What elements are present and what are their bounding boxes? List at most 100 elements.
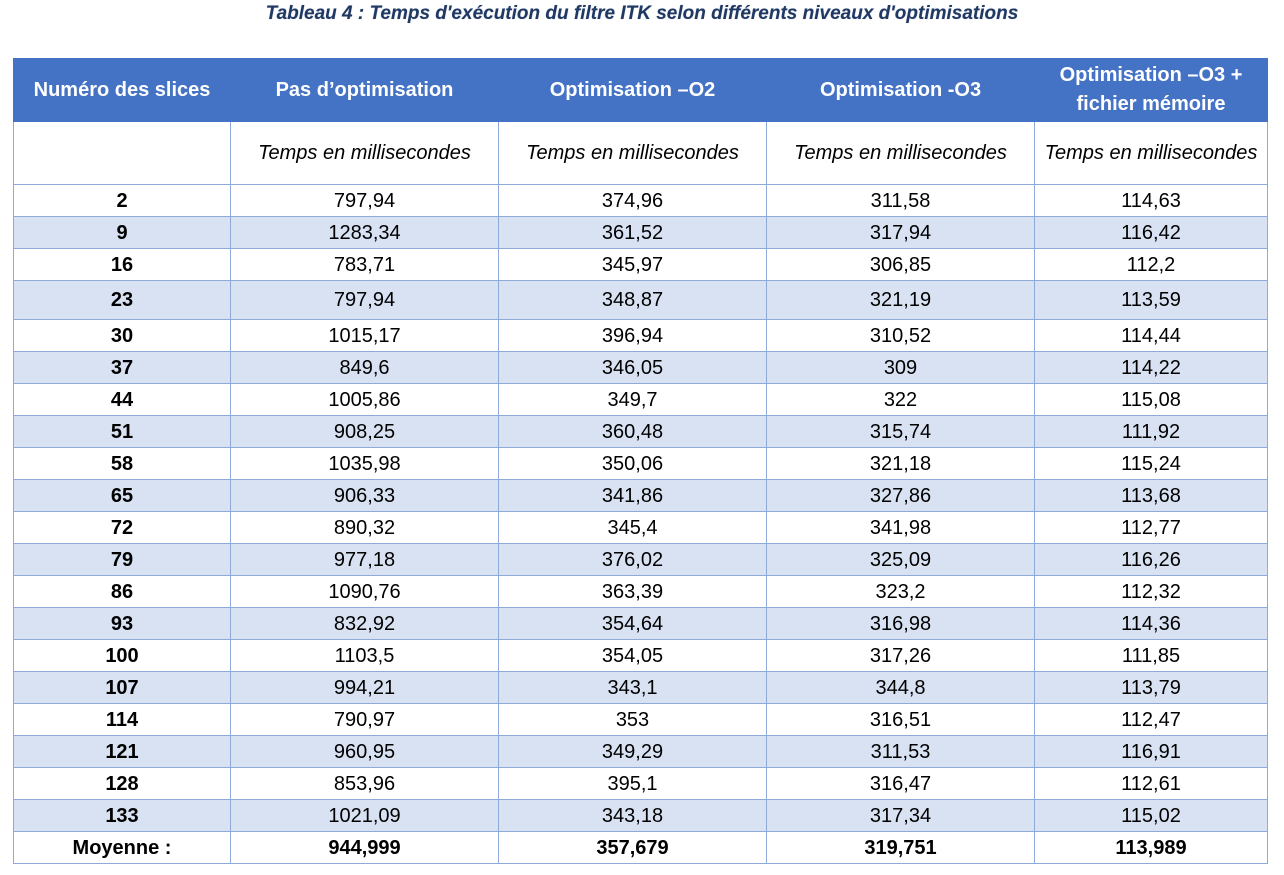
time-value-cell: 1015,17	[230, 319, 499, 352]
time-value-cell: 317,26	[766, 639, 1035, 672]
time-value-cell: 977,18	[230, 543, 499, 576]
time-value-cell: 349,7	[498, 383, 767, 416]
time-value-cell: 783,71	[230, 248, 499, 281]
slice-number-cell: 23	[13, 280, 231, 320]
slice-number-cell: 72	[13, 511, 231, 544]
time-value-cell: 354,05	[498, 639, 767, 672]
time-value-cell: 343,18	[498, 799, 767, 832]
table-row: 121 960,95 349,29 311,53 116,91	[13, 735, 1268, 768]
table-row: 107 994,21 343,1 344,8 113,79	[13, 671, 1268, 704]
time-value-cell: 309	[766, 351, 1035, 384]
time-value-cell: 316,98	[766, 607, 1035, 640]
time-value-cell: 360,48	[498, 415, 767, 448]
unit-cell: Temps en millisecondes	[498, 121, 767, 185]
unit-row: Temps en millisecondes Temps en millisec…	[13, 121, 1268, 185]
time-value-cell: 908,25	[230, 415, 499, 448]
table-row: 58 1035,98 350,06 321,18 115,24	[13, 447, 1268, 480]
time-value-cell: 114,22	[1034, 351, 1268, 384]
table-row: 79 977,18 376,02 325,09 116,26	[13, 543, 1268, 576]
time-value-cell: 322	[766, 383, 1035, 416]
time-value-cell: 112,2	[1034, 248, 1268, 281]
table-row: 51 908,25 360,48 315,74 111,92	[13, 415, 1268, 448]
slice-number-cell: 2	[13, 184, 231, 217]
time-value-cell: 349,29	[498, 735, 767, 768]
slice-number-cell: 37	[13, 351, 231, 384]
time-value-cell: 1035,98	[230, 447, 499, 480]
time-value-cell: 113,79	[1034, 671, 1268, 704]
time-value-cell: 797,94	[230, 184, 499, 217]
slice-number-cell: 65	[13, 479, 231, 512]
time-value-cell: 321,18	[766, 447, 1035, 480]
header-cell: Numéro des slices	[13, 58, 231, 122]
time-value-cell: 316,47	[766, 767, 1035, 800]
time-value-cell: 116,42	[1034, 216, 1268, 249]
average-value-cell: 113,989	[1034, 831, 1268, 864]
table-row: 30 1015,17 396,94 310,52 114,44	[13, 319, 1268, 352]
slice-number-cell: 133	[13, 799, 231, 832]
slice-number-cell: 9	[13, 216, 231, 249]
slice-number-cell: 86	[13, 575, 231, 608]
header-cell: Pas d’optimisation	[230, 58, 499, 122]
unit-cell: Temps en millisecondes	[766, 121, 1035, 185]
table-caption: Tableau 4 : Temps d'exécution du filtre …	[265, 3, 1019, 24]
time-value-cell: 321,19	[766, 280, 1035, 320]
slice-number-cell: 107	[13, 671, 231, 704]
time-value-cell: 395,1	[498, 767, 767, 800]
time-value-cell: 111,85	[1034, 639, 1268, 672]
time-value-cell: 797,94	[230, 280, 499, 320]
average-row: Moyenne :944,999 357,679 319,751 113,989	[13, 831, 1268, 864]
time-value-cell: 1005,86	[230, 383, 499, 416]
table-row: 100 1103,5 354,05 317,26 111,85	[13, 639, 1268, 672]
table-row: 37 849,6 346,05 309 114,22	[13, 351, 1268, 384]
slice-number-cell: 30	[13, 319, 231, 352]
time-value-cell: 114,36	[1034, 607, 1268, 640]
slice-number-cell: 114	[13, 703, 231, 736]
time-value-cell: 354,64	[498, 607, 767, 640]
time-value-cell: 849,6	[230, 351, 499, 384]
table-row: 128 853,96 395,1 316,47 112,61	[13, 767, 1268, 800]
time-value-cell: 315,74	[766, 415, 1035, 448]
time-value-cell: 317,94	[766, 216, 1035, 249]
time-value-cell: 317,34	[766, 799, 1035, 832]
slice-number-cell: 51	[13, 415, 231, 448]
time-value-cell: 1021,09	[230, 799, 499, 832]
header-row: Numéro des slices Pas d’optimisation Opt…	[13, 58, 1268, 122]
header-cell: Optimisation –O3 + fichier mémoire	[1034, 58, 1268, 122]
table-row: 16 783,71 345,97 306,85 112,2	[13, 248, 1268, 281]
time-value-cell: 1283,34	[230, 216, 499, 249]
time-value-cell: 376,02	[498, 543, 767, 576]
unit-cell	[13, 121, 231, 185]
time-value-cell: 890,32	[230, 511, 499, 544]
table-row: 114 790,97 353 316,51 112,47	[13, 703, 1268, 736]
time-value-cell: 396,94	[498, 319, 767, 352]
time-value-cell: 114,63	[1034, 184, 1268, 217]
table-row: 9 1283,34 361,52 317,94 116,42	[13, 216, 1268, 249]
table-row: 93 832,92 354,64 316,98 114,36	[13, 607, 1268, 640]
time-value-cell: 346,05	[498, 351, 767, 384]
unit-cell: Temps en millisecondes	[1034, 121, 1268, 185]
time-value-cell: 345,4	[498, 511, 767, 544]
time-value-cell: 327,86	[766, 479, 1035, 512]
time-value-cell: 316,51	[766, 703, 1035, 736]
table-row: 72 890,32 345,4 341,98 112,77	[13, 511, 1268, 544]
table-row: 44 1005,86 349,7 322 115,08	[13, 383, 1268, 416]
time-value-cell: 353	[498, 703, 767, 736]
time-value-cell: 306,85	[766, 248, 1035, 281]
slice-number-cell: 58	[13, 447, 231, 480]
time-value-cell: 832,92	[230, 607, 499, 640]
slice-number-cell: 128	[13, 767, 231, 800]
header-cell: Optimisation –O2	[498, 58, 767, 122]
time-value-cell: 116,91	[1034, 735, 1268, 768]
time-value-cell: 323,2	[766, 575, 1035, 608]
header-cell: Optimisation -O3	[766, 58, 1035, 122]
time-value-cell: 116,26	[1034, 543, 1268, 576]
unit-cell: Temps en millisecondes	[230, 121, 499, 185]
time-value-cell: 112,77	[1034, 511, 1268, 544]
time-value-cell: 374,96	[498, 184, 767, 217]
slice-number-cell: 93	[13, 607, 231, 640]
time-value-cell: 115,02	[1034, 799, 1268, 832]
time-value-cell: 114,44	[1034, 319, 1268, 352]
time-value-cell: 112,32	[1034, 575, 1268, 608]
table-row: 23 797,94 348,87 321,19 113,59	[13, 280, 1268, 320]
time-value-cell: 363,39	[498, 575, 767, 608]
